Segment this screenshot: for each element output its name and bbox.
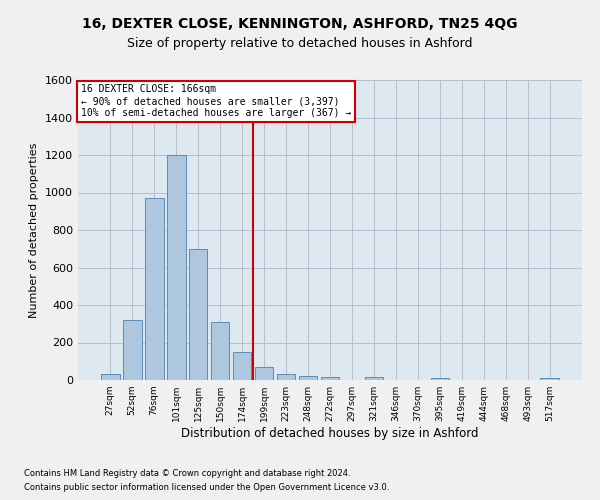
Bar (277, 374, 295, 380)
Text: Contains HM Land Registry data © Crown copyright and database right 2024.: Contains HM Land Registry data © Crown c… (24, 468, 350, 477)
Bar (299, 376, 317, 380)
Bar (189, 248, 208, 380)
Bar (255, 367, 274, 380)
Text: Contains public sector information licensed under the Open Government Licence v3: Contains public sector information licen… (24, 484, 389, 492)
Text: 16 DEXTER CLOSE: 166sqm
← 90% of detached houses are smaller (3,397)
10% of semi: 16 DEXTER CLOSE: 166sqm ← 90% of detache… (80, 84, 351, 117)
Y-axis label: Number of detached properties: Number of detached properties (29, 142, 40, 318)
Text: Size of property relative to detached houses in Ashford: Size of property relative to detached ho… (127, 38, 473, 51)
Bar (431, 378, 449, 380)
Bar (123, 320, 142, 380)
Bar (167, 155, 185, 380)
Bar (233, 352, 251, 380)
Bar (320, 377, 340, 380)
Bar (145, 198, 164, 380)
Bar (211, 322, 229, 380)
Bar (365, 377, 383, 380)
Bar (541, 378, 559, 380)
Text: 16, DEXTER CLOSE, KENNINGTON, ASHFORD, TN25 4QG: 16, DEXTER CLOSE, KENNINGTON, ASHFORD, T… (82, 18, 518, 32)
X-axis label: Distribution of detached houses by size in Ashford: Distribution of detached houses by size … (181, 427, 479, 440)
Bar (101, 374, 119, 380)
